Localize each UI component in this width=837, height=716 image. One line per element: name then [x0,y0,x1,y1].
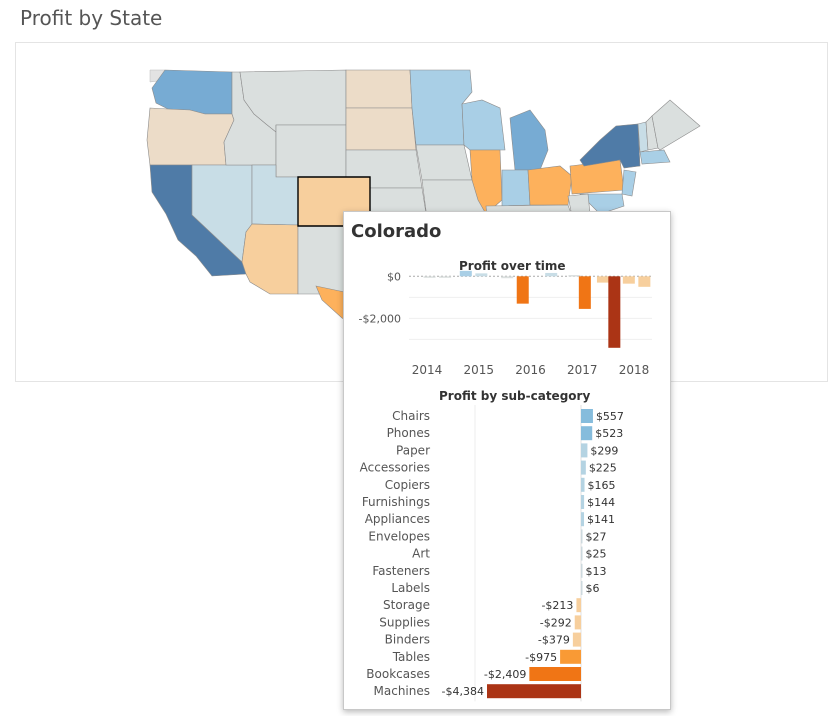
time-bar [545,272,558,277]
time-bar [596,276,609,283]
subcategory-bar [581,529,583,544]
state-wi[interactable] [461,99,506,151]
subcategory-label: Tables [392,650,430,664]
subcategory-label: Envelopes [368,529,430,543]
value-label: $27 [586,530,607,543]
y-tick-label: $0 [387,270,401,283]
value-label: $25 [586,548,607,561]
value-label: -$975 [525,651,557,664]
subcategory-label: Phones [387,426,430,440]
profit-by-subcategory-chart: Chairs $557 Phones $523 Paper $299 Accessories… [360,405,624,702]
state-tooltip: Colorado Profit over time $0 -$2,000 2014 2… [343,211,671,710]
state-in[interactable] [501,169,531,207]
subcategory-label: Accessories [360,461,430,475]
subcategory-label: Labels [391,581,430,595]
value-label: $144 [587,496,615,509]
page-title: Profit by State [20,6,163,30]
subcategory-bar [529,667,581,681]
value-label: -$4,384 [442,685,484,698]
time-bar [459,270,472,277]
value-label: $13 [586,565,607,578]
time-bar [423,276,436,278]
state-nd[interactable] [345,69,413,109]
value-label: -$2,409 [484,668,526,681]
state-ia[interactable] [415,144,473,181]
subcategory-label: Storage [383,598,430,612]
state-mi[interactable] [509,109,549,171]
state-or[interactable] [146,107,235,166]
state-wy[interactable] [275,124,347,178]
state-nj[interactable] [621,169,637,197]
profit-over-time-chart: $0 -$2,000 2014 2015 2016 2017 2018 [359,270,652,377]
subcategory-label: Binders [385,633,430,647]
time-bar [516,276,529,304]
subcategory-label: Art [412,547,430,561]
value-label: $225 [589,462,617,475]
time-bar [439,276,452,278]
subcategory-label: Paper [396,443,430,457]
x-tick-label: 2016 [515,363,546,377]
subcategory-bar [581,581,583,595]
value-label: $141 [587,513,615,526]
x-tick-label: 2017 [567,363,598,377]
subcategory-bar [581,512,585,527]
state-md[interactable] [579,193,625,215]
profit-over-time-title: Profit over time [459,259,566,273]
subcategory-label: Furnishings [362,495,430,509]
state-pa[interactable] [569,159,625,195]
time-bar [568,275,581,277]
subcategory-bar [581,409,593,423]
subcategory-label: Bookcases [366,667,430,681]
y-tick-label: -$2,000 [359,312,401,325]
x-tick-label: 2015 [463,363,494,377]
us-map[interactable] [0,0,837,400]
value-label: -$213 [541,599,573,612]
subcategory-label: Supplies [379,615,430,629]
time-bar [501,276,514,279]
time-bar [622,276,635,284]
time-bar [475,273,488,277]
value-label: -$292 [540,616,572,629]
subcategory-bar [581,563,583,578]
subcategory-bar [487,684,581,699]
value-label: $165 [588,479,616,492]
subcategory-label: Machines [374,684,430,698]
value-label: -$379 [538,634,570,647]
subcategory-bar [572,632,581,647]
time-bar [638,276,651,287]
profit-by-subcategory-title: Profit by sub-category [439,389,591,403]
state-ma[interactable] [639,149,671,165]
state-me[interactable] [651,99,701,151]
time-bar [578,276,591,309]
state-az[interactable] [241,223,299,295]
subcategory-bar [581,443,588,458]
subcategory-bar [560,649,581,664]
value-label: $523 [595,427,623,440]
tooltip-title: Colorado [351,221,442,242]
time-bar [608,276,621,348]
subcategory-label: Chairs [392,409,430,423]
x-tick-label: 2018 [619,363,650,377]
state-wa[interactable] [151,69,233,115]
subcategory-bar [581,495,585,509]
subcategory-bar [581,477,585,492]
subcategory-bar [576,598,581,613]
subcategory-bar [581,460,586,475]
state-oh[interactable] [527,165,573,206]
value-label: $557 [596,410,624,423]
state-ny[interactable] [579,123,641,169]
subcategory-bar [581,426,593,441]
subcategory-bar [581,546,583,561]
subcategory-bar [574,615,581,630]
x-tick-label: 2014 [412,363,443,377]
subcategory-label: Fasteners [372,564,430,578]
state-sd[interactable] [345,107,417,151]
subcategory-label: Appliances [365,512,430,526]
value-label: $6 [586,582,600,595]
value-label: $299 [590,444,618,457]
subcategory-label: Copiers [385,478,430,492]
